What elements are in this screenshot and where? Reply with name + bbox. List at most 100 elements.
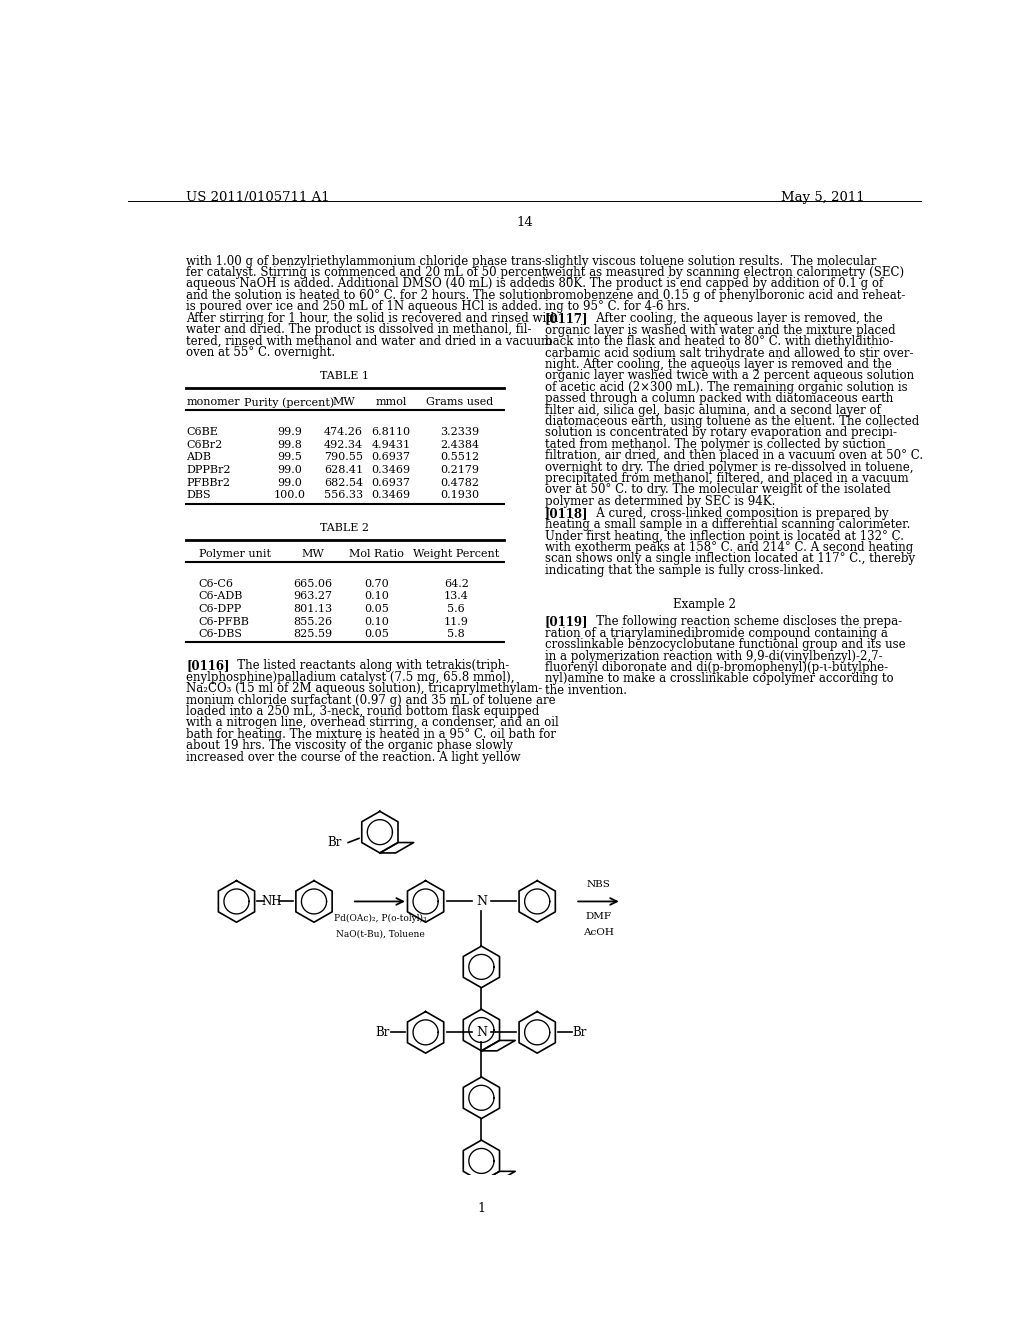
Text: 0.2179: 0.2179	[440, 465, 479, 475]
Text: AcOH: AcOH	[583, 928, 613, 937]
Text: organic layer washed twice with a 2 percent aqueous solution: organic layer washed twice with a 2 perc…	[545, 370, 914, 383]
Text: scan shows only a single inflection located at 117° C., thereby: scan shows only a single inflection loca…	[545, 553, 915, 565]
Text: 825.59: 825.59	[294, 630, 333, 639]
Text: NH: NH	[261, 895, 282, 908]
Text: organic layer is washed with water and the mixture placed: organic layer is washed with water and t…	[545, 323, 896, 337]
Text: increased over the course of the reaction. A light yellow: increased over the course of the reactio…	[186, 751, 520, 763]
Text: ration of a triarylaminedibromide compound containing a: ration of a triarylaminedibromide compou…	[545, 627, 888, 640]
Text: about 19 hrs. The viscosity of the organic phase slowly: about 19 hrs. The viscosity of the organ…	[186, 739, 513, 752]
Text: Br: Br	[376, 1026, 390, 1039]
Text: 963.27: 963.27	[294, 591, 333, 602]
Text: 100.0: 100.0	[273, 491, 305, 500]
Text: 0.10: 0.10	[365, 591, 389, 602]
Text: Pd(OAc)₂, P(o-tolyl)₃: Pd(OAc)₂, P(o-tolyl)₃	[334, 913, 426, 923]
Text: filter aid, silica gel, basic alumina, and a second layer of: filter aid, silica gel, basic alumina, a…	[545, 404, 881, 417]
Text: Grams used: Grams used	[426, 397, 493, 408]
Text: passed through a column packed with diatomaceous earth: passed through a column packed with diat…	[545, 392, 893, 405]
Text: monomer: monomer	[186, 397, 240, 408]
Text: After cooling, the aqueous layer is removed, the: After cooling, the aqueous layer is remo…	[586, 313, 883, 326]
Text: Weight Percent: Weight Percent	[413, 549, 500, 558]
Text: N: N	[476, 895, 486, 908]
Text: over at 50° C. to dry. The molecular weight of the isolated: over at 50° C. to dry. The molecular wei…	[545, 483, 891, 496]
Text: with exotherm peaks at 158° C. and 214° C. A second heating: with exotherm peaks at 158° C. and 214° …	[545, 541, 913, 554]
Text: nyl)amine to make a crosslinkable copolymer according to: nyl)amine to make a crosslinkable copoly…	[545, 672, 894, 685]
Text: N: N	[476, 1026, 486, 1039]
Text: ADB: ADB	[186, 453, 211, 462]
Text: 0.6937: 0.6937	[372, 453, 411, 462]
Text: polymer as determined by SEC is 94K.: polymer as determined by SEC is 94K.	[545, 495, 775, 508]
Text: TABLE 1: TABLE 1	[321, 371, 370, 381]
Text: is 80K. The product is end capped by addition of 0.1 g of: is 80K. The product is end capped by add…	[545, 277, 883, 290]
Text: 0.6937: 0.6937	[372, 478, 411, 487]
Text: Example 2: Example 2	[673, 598, 736, 611]
Text: Mol Ratio: Mol Ratio	[349, 549, 404, 558]
Text: MW: MW	[332, 397, 354, 408]
Text: 6.8110: 6.8110	[372, 426, 411, 437]
Text: heating a small sample in a differential scanning calorimeter.: heating a small sample in a differential…	[545, 519, 910, 531]
Text: 5.8: 5.8	[447, 630, 465, 639]
Text: C6-C6: C6-C6	[199, 578, 233, 589]
Text: is poured over ice and 250 mL of 1N aqueous HCl is added.: is poured over ice and 250 mL of 1N aque…	[186, 300, 542, 313]
Text: Na₂CO₃ (15 ml of 2M aqueous solution), tricaprylmethylam-: Na₂CO₃ (15 ml of 2M aqueous solution), t…	[186, 682, 543, 696]
Text: Polymer unit: Polymer unit	[199, 549, 270, 558]
Text: back into the flask and heated to 80° C. with diethyldithio-: back into the flask and heated to 80° C.…	[545, 335, 894, 348]
Text: enylphosphine)palladium catalyst (7.5 mg, 65.8 mmol),: enylphosphine)palladium catalyst (7.5 mg…	[186, 671, 515, 684]
Text: carbamic acid sodium salt trihydrate and allowed to stir over-: carbamic acid sodium salt trihydrate and…	[545, 347, 913, 359]
Text: 0.1930: 0.1930	[440, 491, 479, 500]
Text: NBS: NBS	[587, 880, 610, 888]
Text: 99.0: 99.0	[276, 465, 302, 475]
Text: TABLE 2: TABLE 2	[321, 523, 370, 533]
Text: 0.05: 0.05	[365, 630, 389, 639]
Text: weight as measured by scanning electron calorimetry (SEC): weight as measured by scanning electron …	[545, 267, 904, 279]
Text: 0.10: 0.10	[365, 616, 389, 627]
Text: C6-ADB: C6-ADB	[199, 591, 244, 602]
Text: bath for heating. The mixture is heated in a 95° C. oil bath for: bath for heating. The mixture is heated …	[186, 727, 556, 741]
Text: 11.9: 11.9	[443, 616, 469, 627]
Text: 556.33: 556.33	[324, 491, 362, 500]
Text: 13.4: 13.4	[443, 591, 469, 602]
Text: precipitated from methanol, filtered, and placed in a vacuum: precipitated from methanol, filtered, an…	[545, 473, 908, 484]
Text: 790.55: 790.55	[324, 453, 362, 462]
Text: The listed reactants along with tetrakis(triph-: The listed reactants along with tetrakis…	[226, 660, 510, 672]
Text: [0116]: [0116]	[186, 660, 229, 672]
Text: mmol: mmol	[376, 397, 407, 408]
Text: [0117]: [0117]	[545, 313, 589, 326]
Text: loaded into a 250 mL, 3-neck, round bottom flask equipped: loaded into a 250 mL, 3-neck, round bott…	[186, 705, 540, 718]
Text: monium chloride surfactant (0.97 g) and 35 mL of toluene are: monium chloride surfactant (0.97 g) and …	[186, 693, 556, 706]
Text: PFBBr2: PFBBr2	[186, 478, 230, 487]
Text: aqueous NaOH is added. Additional DMSO (40 mL) is added: aqueous NaOH is added. Additional DMSO (…	[186, 277, 546, 290]
Text: 64.2: 64.2	[443, 578, 469, 589]
Text: overnight to dry. The dried polymer is re-dissolved in toluene,: overnight to dry. The dried polymer is r…	[545, 461, 913, 474]
Text: solution is concentrated by rotary evaporation and precipi-: solution is concentrated by rotary evapo…	[545, 426, 897, 440]
Text: 14: 14	[516, 216, 534, 230]
Text: 99.8: 99.8	[276, 440, 302, 450]
Text: 4.9431: 4.9431	[372, 440, 411, 450]
Text: with 1.00 g of benzylriethylammonium chloride phase trans-: with 1.00 g of benzylriethylammonium chl…	[186, 255, 546, 268]
Text: 855.26: 855.26	[294, 616, 333, 627]
Text: 99.9: 99.9	[276, 426, 302, 437]
Text: tated from methanol. The polymer is collected by suction: tated from methanol. The polymer is coll…	[545, 438, 886, 450]
Text: DMF: DMF	[586, 912, 611, 921]
Text: 492.34: 492.34	[324, 440, 362, 450]
Text: ing to 95° C. for 4-6 hrs.: ing to 95° C. for 4-6 hrs.	[545, 300, 690, 313]
Text: tered, rinsed with methanol and water and dried in a vacuum: tered, rinsed with methanol and water an…	[186, 334, 552, 347]
Text: 3.2339: 3.2339	[440, 426, 479, 437]
Text: oven at 55° C. overnight.: oven at 55° C. overnight.	[186, 346, 335, 359]
Text: 5.6: 5.6	[447, 605, 465, 614]
Text: Br: Br	[327, 836, 341, 849]
Text: A cured, cross-linked composition is prepared by: A cured, cross-linked composition is pre…	[586, 507, 889, 520]
Text: in a polymerization reaction with 9,9-di(vinylbenzyl)-2,7-: in a polymerization reaction with 9,9-di…	[545, 649, 883, 663]
Text: of acetic acid (2×300 mL). The remaining organic solution is: of acetic acid (2×300 mL). The remaining…	[545, 380, 907, 393]
Text: [0119]: [0119]	[545, 615, 589, 628]
Text: C6BE: C6BE	[186, 426, 218, 437]
Text: diatomaceous earth, using toluene as the eluent. The collected: diatomaceous earth, using toluene as the…	[545, 414, 920, 428]
Text: fer catalyst. Stirring is commenced and 20 mL of 50 percent: fer catalyst. Stirring is commenced and …	[186, 267, 547, 279]
Text: filtration, air dried, and then placed in a vacuum oven at 50° C.: filtration, air dried, and then placed i…	[545, 449, 923, 462]
Text: bromobenzene and 0.15 g of phenylboronic acid and reheat-: bromobenzene and 0.15 g of phenylboronic…	[545, 289, 905, 302]
Text: 474.26: 474.26	[324, 426, 362, 437]
Text: 0.5512: 0.5512	[440, 453, 479, 462]
Text: Under first heating, the inflection point is located at 132° C.: Under first heating, the inflection poin…	[545, 529, 904, 543]
Text: slightly viscous toluene solution results.  The molecular: slightly viscous toluene solution result…	[545, 255, 877, 268]
Text: Purity (percent): Purity (percent)	[245, 397, 335, 408]
Text: NaO(t-Bu), Toluene: NaO(t-Bu), Toluene	[336, 929, 424, 939]
